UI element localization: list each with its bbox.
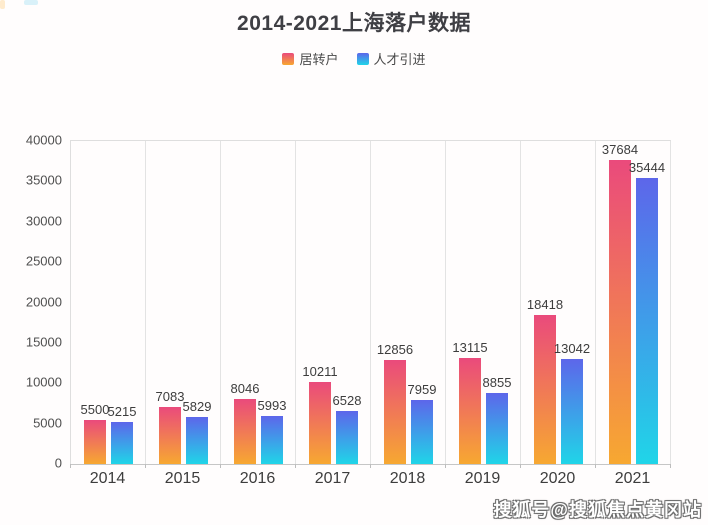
value-label: 5829 — [182, 398, 212, 414]
x-axis-label: 2014 — [89, 470, 126, 487]
bar-juzhuanhu — [159, 406, 181, 464]
y-axis-label: 0 — [54, 455, 62, 471]
x-axis-tick — [145, 464, 146, 468]
category-cell: 7083 5829 — [146, 141, 221, 464]
x-axis-label: 2021 — [614, 470, 651, 487]
legend-item-juzhuanhu: 居转户 — [282, 49, 339, 68]
bar-juzhuanhu — [609, 159, 631, 464]
y-axis-label: 15000 — [25, 334, 62, 350]
bar-rencaiyinjin — [636, 177, 658, 464]
value-label: 18418 — [526, 297, 564, 313]
legend-label-juzhuanhu: 居转户 — [299, 52, 339, 67]
value-label: 6528 — [332, 393, 362, 409]
legend-label-rencaiyinjin: 人才引进 — [373, 52, 426, 67]
plot-area: 5500 5215 7083 5829 8046 5993 10211 6528 12856 79… — [70, 140, 671, 465]
bar-rencaiyinjin — [561, 358, 583, 464]
value-label: 7959 — [407, 381, 437, 397]
x-axis-label: 2019 — [464, 470, 501, 487]
category-cell: 8046 5993 — [221, 141, 296, 464]
x-axis-tick — [520, 464, 521, 468]
x-axis-label: 2015 — [164, 470, 201, 487]
x-axis-label: 2018 — [389, 470, 426, 487]
value-label: 12856 — [376, 342, 414, 358]
bar-juzhuanhu — [459, 358, 481, 464]
value-label: 13115 — [452, 340, 488, 356]
x-axis-tick — [295, 464, 296, 468]
category-cell: 12856 7959 — [371, 141, 446, 464]
watermark: 搜狐号@搜狐焦点黄冈站 — [493, 500, 702, 520]
value-label: 8855 — [482, 374, 512, 390]
bar-juzhuanhu — [234, 399, 256, 464]
y-axis-label: 20000 — [25, 294, 62, 309]
x-axis-label: 2016 — [239, 470, 276, 487]
corner-artifact — [0, 0, 5, 9]
corner-artifact — [24, 0, 38, 5]
chart-title: 2014-2021上海落户数据 — [237, 12, 471, 35]
bar-rencaiyinjin — [261, 415, 283, 464]
value-label: 37684 — [601, 141, 639, 157]
category-cell: 10211 6528 — [296, 141, 371, 464]
bar-rencaiyinjin — [186, 416, 208, 464]
value-label: 35444 — [628, 159, 666, 175]
x-axis-label: 2020 — [539, 470, 576, 487]
x-axis-tick — [670, 464, 671, 468]
y-axis-label: 30000 — [25, 213, 62, 229]
bar-juzhuanhu — [534, 315, 556, 464]
bar-rencaiyinjin — [411, 399, 433, 464]
y-axis-label: 25000 — [25, 253, 62, 269]
bar-rencaiyinjin — [336, 411, 358, 464]
bar-rencaiyinjin — [111, 421, 133, 464]
y-axis-label: 5000 — [33, 415, 62, 431]
y-axis-label: 40000 — [25, 132, 62, 148]
y-axis-label: 10000 — [25, 374, 62, 390]
legend-swatch-juzhuanhu — [282, 52, 295, 65]
bar-rencaiyinjin — [486, 392, 508, 464]
legend: 居转户 人才引进 — [0, 49, 708, 68]
value-label: 8046 — [230, 381, 260, 396]
bar-juzhuanhu — [309, 381, 331, 464]
x-axis-tick — [445, 464, 446, 468]
category-cell: 37684 35444 — [596, 141, 671, 464]
category-cell: 5500 5215 — [71, 141, 146, 464]
value-label: 5215 — [107, 403, 137, 419]
value-label: 13042 — [553, 340, 591, 356]
x-axis-label: 2017 — [314, 470, 351, 487]
x-axis-tick — [220, 464, 221, 468]
category-cell: 13115 8855 — [446, 141, 521, 464]
bar-juzhuanhu — [84, 419, 106, 464]
x-axis-tick — [70, 464, 71, 468]
x-axis-tick — [370, 464, 371, 468]
legend-item-rencaiyinjin: 人才引进 — [356, 49, 426, 68]
y-axis-label: 35000 — [25, 172, 62, 188]
value-label: 5993 — [257, 397, 287, 413]
category-cell: 18418 13042 — [521, 141, 596, 464]
bar-juzhuanhu — [384, 360, 406, 464]
value-label: 10211 — [302, 363, 338, 379]
legend-swatch-rencaiyinjin — [356, 52, 369, 65]
value-label: 5500 — [80, 401, 110, 417]
x-axis-tick — [595, 464, 596, 468]
value-label: 7083 — [155, 388, 185, 404]
